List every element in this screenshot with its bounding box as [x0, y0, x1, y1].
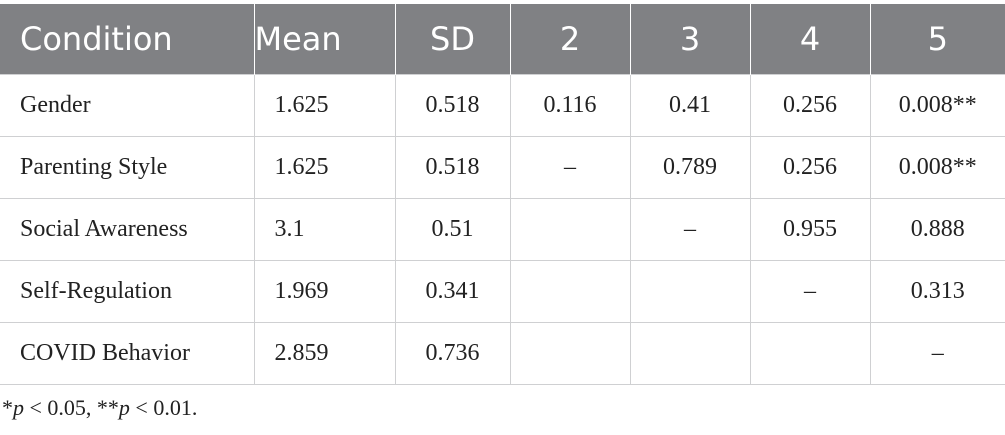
table-cell: 0.955 — [749, 198, 871, 261]
column-header: 4 — [749, 4, 870, 75]
footnote-part: p — [118, 395, 130, 420]
table-cell: 0.341 — [394, 260, 511, 323]
empty-cell — [509, 322, 631, 385]
table-row: Gender 1.625 0.518 0.116 0.41 0.256 0.008** — [0, 74, 1005, 137]
table-cell: 1.625 — [253, 74, 396, 137]
table-cell: 0.518 — [394, 74, 511, 137]
table-row: COVID Behavior 2.859 0.736 – — [0, 322, 1005, 385]
footnote-part: < 0.05, ** — [24, 395, 119, 420]
table-cell: 2.859 — [253, 322, 396, 385]
table-cell: 0.256 — [749, 74, 871, 137]
table-cell: Self-Regulation — [0, 260, 255, 323]
table-cell: COVID Behavior — [0, 322, 255, 385]
table-cell: 0.256 — [749, 136, 871, 199]
table-cell: Gender — [0, 74, 255, 137]
table-row: Self-Regulation 1.969 0.341 –0.313 — [0, 260, 1005, 323]
column-header: Condition — [0, 4, 254, 75]
empty-cell — [629, 322, 751, 385]
column-header: SD — [394, 4, 510, 75]
table-body: Gender 1.625 0.518 0.116 0.41 0.256 0.008** Par… — [0, 74, 1005, 385]
table-cell: 0.008** — [869, 74, 1005, 137]
table-cell: 0.41 — [629, 74, 751, 137]
footnote: *p < 0.05, **p < 0.01. — [2, 395, 197, 421]
table-cell: 1.969 — [253, 260, 396, 323]
empty-cell — [509, 260, 631, 323]
table-cell: 1.625 — [253, 136, 396, 199]
table-cell: 0.51 — [394, 198, 511, 261]
table-cell: 0.789 — [629, 136, 751, 199]
table-cell: 0.518 — [394, 136, 511, 199]
column-header: 3 — [629, 4, 750, 75]
table-row: Parenting Style 1.625 0.518–0.789 0.256 0.00… — [0, 136, 1005, 199]
table-cell: 0.736 — [394, 322, 511, 385]
column-header: Mean — [253, 4, 395, 75]
header-row: Condition Mean SD 2 3 4 5 — [0, 4, 1005, 75]
column-header: 2 — [509, 4, 630, 75]
footnote-part: < 0.01. — [129, 395, 198, 420]
empty-cell — [749, 322, 871, 385]
table-cell: – — [509, 136, 631, 199]
table-cell: 0.888 — [869, 198, 1005, 261]
empty-cell — [509, 198, 631, 261]
column-header: 5 — [869, 4, 1005, 75]
table-cell: 0.313 — [869, 260, 1005, 323]
table-row: Social Awareness 3.1 0.51 –0.955 0.888 — [0, 198, 1005, 261]
table-cell: 0.116 — [509, 74, 631, 137]
footnote-part: * — [2, 395, 13, 420]
table-cell: – — [869, 322, 1005, 385]
table-cell: Social Awareness — [0, 198, 255, 261]
table-cell: – — [629, 198, 751, 261]
table-cell: Parenting Style — [0, 136, 255, 199]
table-cell: 0.008** — [869, 136, 1005, 199]
table-cell: 3.1 — [253, 198, 396, 261]
footnote-part: p — [13, 395, 24, 420]
empty-cell — [629, 260, 751, 323]
table-cell: – — [749, 260, 871, 323]
data-table: Condition Mean SD 2 3 4 5 Gender 1.625 0.518 0.11… — [0, 4, 1005, 385]
